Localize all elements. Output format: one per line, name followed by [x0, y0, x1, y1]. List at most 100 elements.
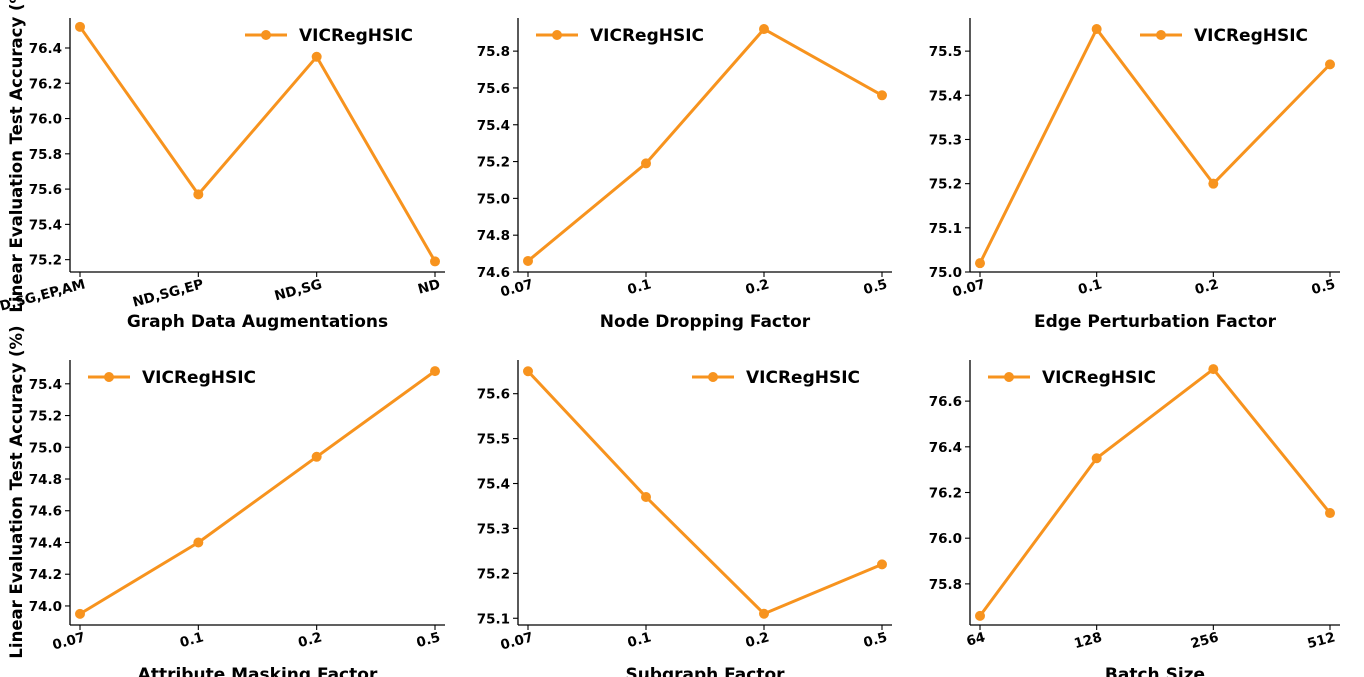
chart-panel: 75.075.175.275.375.475.50.07 0.1 0.2 0.5Edg…: [929, 18, 1340, 332]
data-point: [877, 90, 887, 101]
data-point: [75, 608, 85, 619]
y-tick-label: 75.6: [477, 81, 510, 97]
y-tick-label: 75.1: [477, 611, 510, 627]
x-tick-label: 64: [965, 629, 987, 649]
legend-marker-swatch: [1156, 30, 1166, 40]
series-line: [526, 370, 883, 616]
chart-panels: 75.275.475.675.876.076.276.4ND,SG,EP,AM N…: [0, 18, 1340, 677]
y-tick-label: 75.2: [477, 566, 510, 582]
legend: VICRegHSIC: [692, 368, 860, 388]
y-tick-label: 75.6: [477, 387, 510, 403]
data-point: [759, 24, 769, 35]
y-tick-label: 75.1: [929, 221, 962, 237]
legend: VICRegHSIC: [988, 368, 1156, 388]
y-tick-label: 75.4: [477, 477, 510, 493]
data-point: [1208, 364, 1219, 375]
y-tick-label: 74.0: [29, 599, 62, 615]
legend-label: VICRegHSIC: [1194, 26, 1308, 46]
y-tick-label: 75.2: [929, 177, 962, 193]
legend-marker-swatch: [552, 30, 562, 40]
y-tick-label: 75.8: [29, 147, 62, 163]
x-axis-label: Subgraph Factor: [625, 665, 785, 677]
y-tick-label: 76.4: [929, 440, 962, 456]
data-point: [430, 256, 440, 267]
y-tick-label: 74.6: [477, 265, 510, 281]
legend-label: VICRegHSIC: [590, 26, 704, 46]
y-tick-label: 75.5: [477, 432, 510, 448]
legend: VICRegHSIC: [1140, 26, 1308, 46]
legend-marker-swatch: [104, 372, 114, 382]
data-point: [1091, 24, 1102, 35]
x-tick-label: 0.07: [499, 629, 535, 653]
data-point: [641, 491, 651, 502]
legend-label: VICRegHSIC: [1042, 368, 1156, 388]
data-point: [877, 559, 887, 570]
x-tick-label: 0.2: [296, 629, 323, 651]
data-point: [1091, 453, 1102, 464]
data-point: [1325, 508, 1335, 519]
x-tick-label: 512: [1306, 629, 1337, 652]
data-point: [975, 258, 985, 269]
y-tick-label: 75.3: [929, 132, 962, 148]
chart-panel: 75.1 75.2 75.3 75.4 75.5 75.6 0.07 0.1 0.2 0.5 Sub…: [477, 360, 892, 677]
y-tick-label: 75.8: [929, 577, 962, 593]
x-tick-label: 128: [1072, 629, 1103, 652]
x-tick-label: 0.5: [1310, 276, 1337, 298]
legend-label: VICRegHSIC: [299, 26, 413, 46]
x-axis-label: Node Dropping Factor: [600, 312, 811, 332]
y-tick-label: 74.2: [29, 567, 62, 583]
x-tick-label: 0.2: [744, 276, 771, 298]
y-tick-label: 75.5: [929, 44, 962, 60]
legend-marker-swatch: [1004, 372, 1014, 382]
legend-marker-swatch: [261, 30, 271, 40]
legend-label: VICRegHSIC: [746, 368, 860, 388]
chart-panel: 74.0 74.2 74.4 74.6 74.8 75.0 75.2 75.4 0.07 0.1 0…: [29, 360, 445, 677]
data-point: [1325, 59, 1335, 70]
x-axis-label: Edge Perturbation Factor: [1034, 312, 1277, 332]
x-axis-label: Attribute Masking Factor: [138, 665, 378, 677]
y-tick-label: 75.2: [29, 409, 62, 425]
legend: VICRegHSIC: [245, 26, 413, 46]
y-tick-label: 76.0: [29, 112, 62, 128]
y-tick-label: 75.3: [477, 521, 510, 537]
data-point: [75, 21, 85, 32]
x-axis-label: Batch Size: [1105, 665, 1205, 677]
y-tick-label: 75.4: [477, 118, 510, 134]
y-tick-label: 75.2: [29, 253, 62, 269]
y-tick-label: 74.8: [477, 228, 510, 244]
series-line: [978, 27, 1332, 264]
y-tick-label: 76.4: [29, 41, 62, 57]
y-tick-label: 76.0: [929, 531, 962, 547]
x-tick-label: 0.2: [1193, 276, 1220, 298]
chart-panel: 75.275.475.675.876.076.276.4ND,SG,EP,AM N…: [0, 18, 445, 332]
chart-panel: 75.8 76.0 76.2 76.4 76.6 64 128 256 512 Batch Siz…: [929, 360, 1340, 677]
data-point: [523, 366, 533, 377]
y-tick-label: 74.6: [29, 504, 62, 520]
data-point: [523, 255, 533, 266]
chart-panel: 74.674.875.075.275.475.675.80.07 0.1 0.2 0.…: [477, 18, 892, 332]
y-tick-label: 75.0: [929, 265, 962, 281]
x-tick-label: 0.1: [178, 629, 205, 651]
data-point: [975, 610, 985, 621]
series-line: [78, 25, 437, 263]
x-tick-label: 0.5: [862, 276, 889, 298]
y-axis-label-top: Linear Evaluation Test Accuracy (%): [7, 0, 26, 313]
y-tick-label: 75.2: [477, 155, 510, 171]
x-tick-label: 0.1: [626, 629, 653, 651]
y-tick-label: 74.8: [29, 472, 62, 488]
x-tick-label: ND,SG,EP: [131, 276, 205, 310]
y-tick-label: 76.2: [29, 76, 62, 92]
series-line: [978, 367, 1332, 617]
y-tick-label: 75.0: [477, 191, 510, 207]
legend: VICRegHSIC: [88, 368, 256, 388]
y-tick-label: 75.0: [29, 440, 62, 456]
data-point: [641, 158, 651, 169]
y-tick-label: 76.2: [929, 486, 962, 502]
x-tick-label: 0.1: [626, 276, 653, 298]
series-line: [79, 369, 436, 616]
y-tick-label: 74.4: [29, 535, 62, 551]
data-point: [311, 451, 322, 462]
data-point: [1208, 178, 1219, 189]
data-point: [193, 189, 204, 200]
